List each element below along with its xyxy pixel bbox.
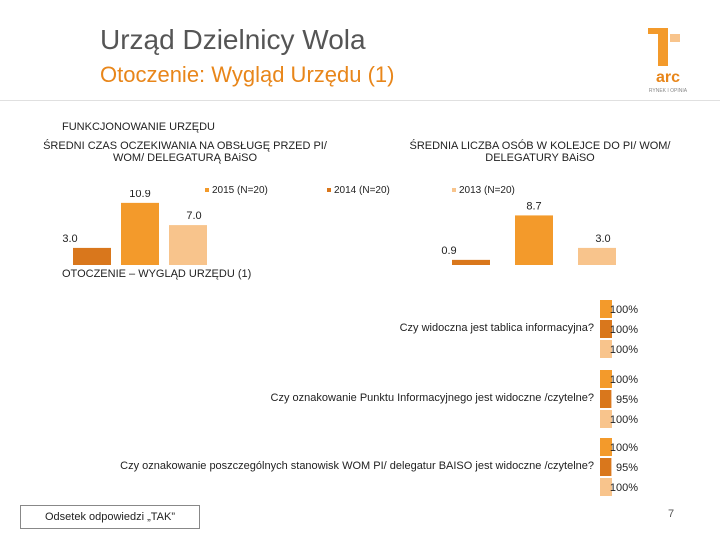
chart2-bar-2014 [452,259,490,265]
chart2-label-2015: 8.7 [526,200,541,212]
hbar-2-2015 [600,370,612,388]
hbar-3-2014 [600,458,612,476]
chart1-label-2013: 7.0 [186,210,201,222]
hbar-3-2015 [600,438,612,456]
hbar-label-2-2013: 100% [610,414,638,426]
legend-swatch-2013 [452,188,456,193]
chart1-bar-2013 [169,225,207,265]
hbar-label-1-2015: 100% [610,304,638,316]
chart1-bar-2015 [121,202,159,265]
legend-item-2015: 2015 (N=20) [205,185,268,196]
logo-tower [658,30,668,66]
section-heading-appearance: OTOCZENIE – WYGLĄD URZĘDU (1) [62,268,252,280]
legend-item-2014: 2014 (N=20) [327,185,390,196]
hbar-2-2014 [600,390,612,408]
page-subtitle: Otoczenie: Wygląd Urzędu (1) [100,62,395,87]
category-label-1: Czy widoczna jest tablica informacyjna? [400,322,594,334]
hbar-1-2014 [600,320,612,338]
section-heading-functioning: FUNKCJONOWANIE URZĘDU [62,121,215,133]
hbar-label-1-2014: 100% [610,324,638,336]
logo-block [670,34,680,42]
footer-note: Odsetek odpowiedzi „TAK” [20,505,200,529]
logo-tagline: RYNEK I OPINIA [649,88,688,94]
horizontal-bar-chart: Czy widoczna jest tablica informacyjna? 1… [120,300,638,496]
chart2-bar-2013 [578,247,616,265]
hbar-label-3-2013: 100% [610,482,638,494]
arc-logo: arc RYNEK I OPINIA [648,28,688,94]
hbar-label-3-2015: 100% [610,442,638,454]
logo-text: arc [656,69,680,86]
chart2-label-2013: 3.0 [595,233,610,245]
chart2-title: ŚREDNIA LICZBA OSÓB W KOLEJCE DO PI/ WOM… [409,140,671,164]
hbar-1-2013 [600,340,612,358]
hbar-2-2013 [600,410,612,428]
page-title: Urząd Dzielnicy Wola [100,24,366,55]
hbar-3-2013 [600,478,612,496]
hbar-label-2-2014: 95% [616,394,638,406]
vertical-bar-charts: 3.0 10.9 7.0 0.9 8.7 3.0 [62,190,616,265]
header-divider [0,100,720,101]
legend-swatch-2015 [205,188,209,193]
page-number: 7 [668,508,675,520]
legend-swatch-2014 [327,188,331,193]
chart1-bar-2014 [73,247,111,265]
hbar-1-2015 [600,300,612,318]
chart2-bar-2015 [515,215,553,265]
hbar-label-3-2014: 95% [616,462,638,474]
chart1-label-2014: 3.0 [62,233,77,245]
chart2-label-2014: 0.9 [441,245,456,257]
chart1-label-2015: 10.9 [129,190,150,200]
hbar-label-2-2015: 100% [610,374,638,386]
category-label-3: Czy oznakowanie poszczególnych stanowisk… [120,460,594,472]
hbar-label-1-2013: 100% [610,344,638,356]
category-label-2: Czy oznakowanie Punktu Informacyjnego je… [271,392,594,404]
chart1-title: ŚREDNI CZAS OCZEKIWANIA NA OBSŁUGĘ PRZED… [43,140,327,164]
legend-item-2013: 2013 (N=20) [452,185,515,196]
logo-crane [648,28,668,34]
